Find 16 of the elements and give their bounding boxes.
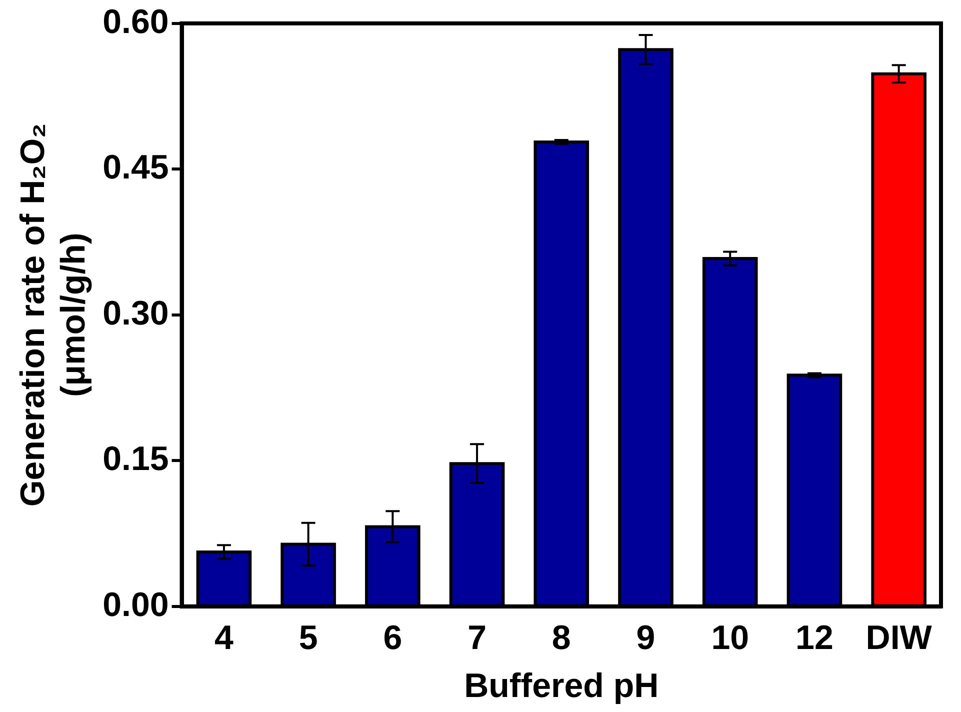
y-tick-label: 0.00	[102, 586, 169, 624]
x-tick-label: DIW	[866, 619, 933, 658]
x-tick-label: 5	[298, 619, 318, 658]
x-tick-label: 8	[552, 619, 571, 658]
x-axis-title: Buffered pH	[464, 666, 659, 705]
y-tick-label: 0.15	[102, 440, 169, 478]
x-tick-label: 4	[214, 619, 234, 658]
x-tick-label: 7	[468, 619, 486, 658]
x-tick-label: 10	[711, 619, 750, 658]
y-tick-label: 0.30	[102, 294, 169, 332]
x-tick-label: 12	[796, 619, 834, 658]
y-tick-label: 0.45	[102, 148, 169, 187]
y-tick-label: 0.60	[102, 2, 169, 41]
x-tick-label: 9	[636, 619, 656, 658]
x-tick-label: 6	[383, 619, 402, 658]
y-axis-title: Generation rate of H₂O₂ (μmol/g/h)	[14, 123, 93, 507]
